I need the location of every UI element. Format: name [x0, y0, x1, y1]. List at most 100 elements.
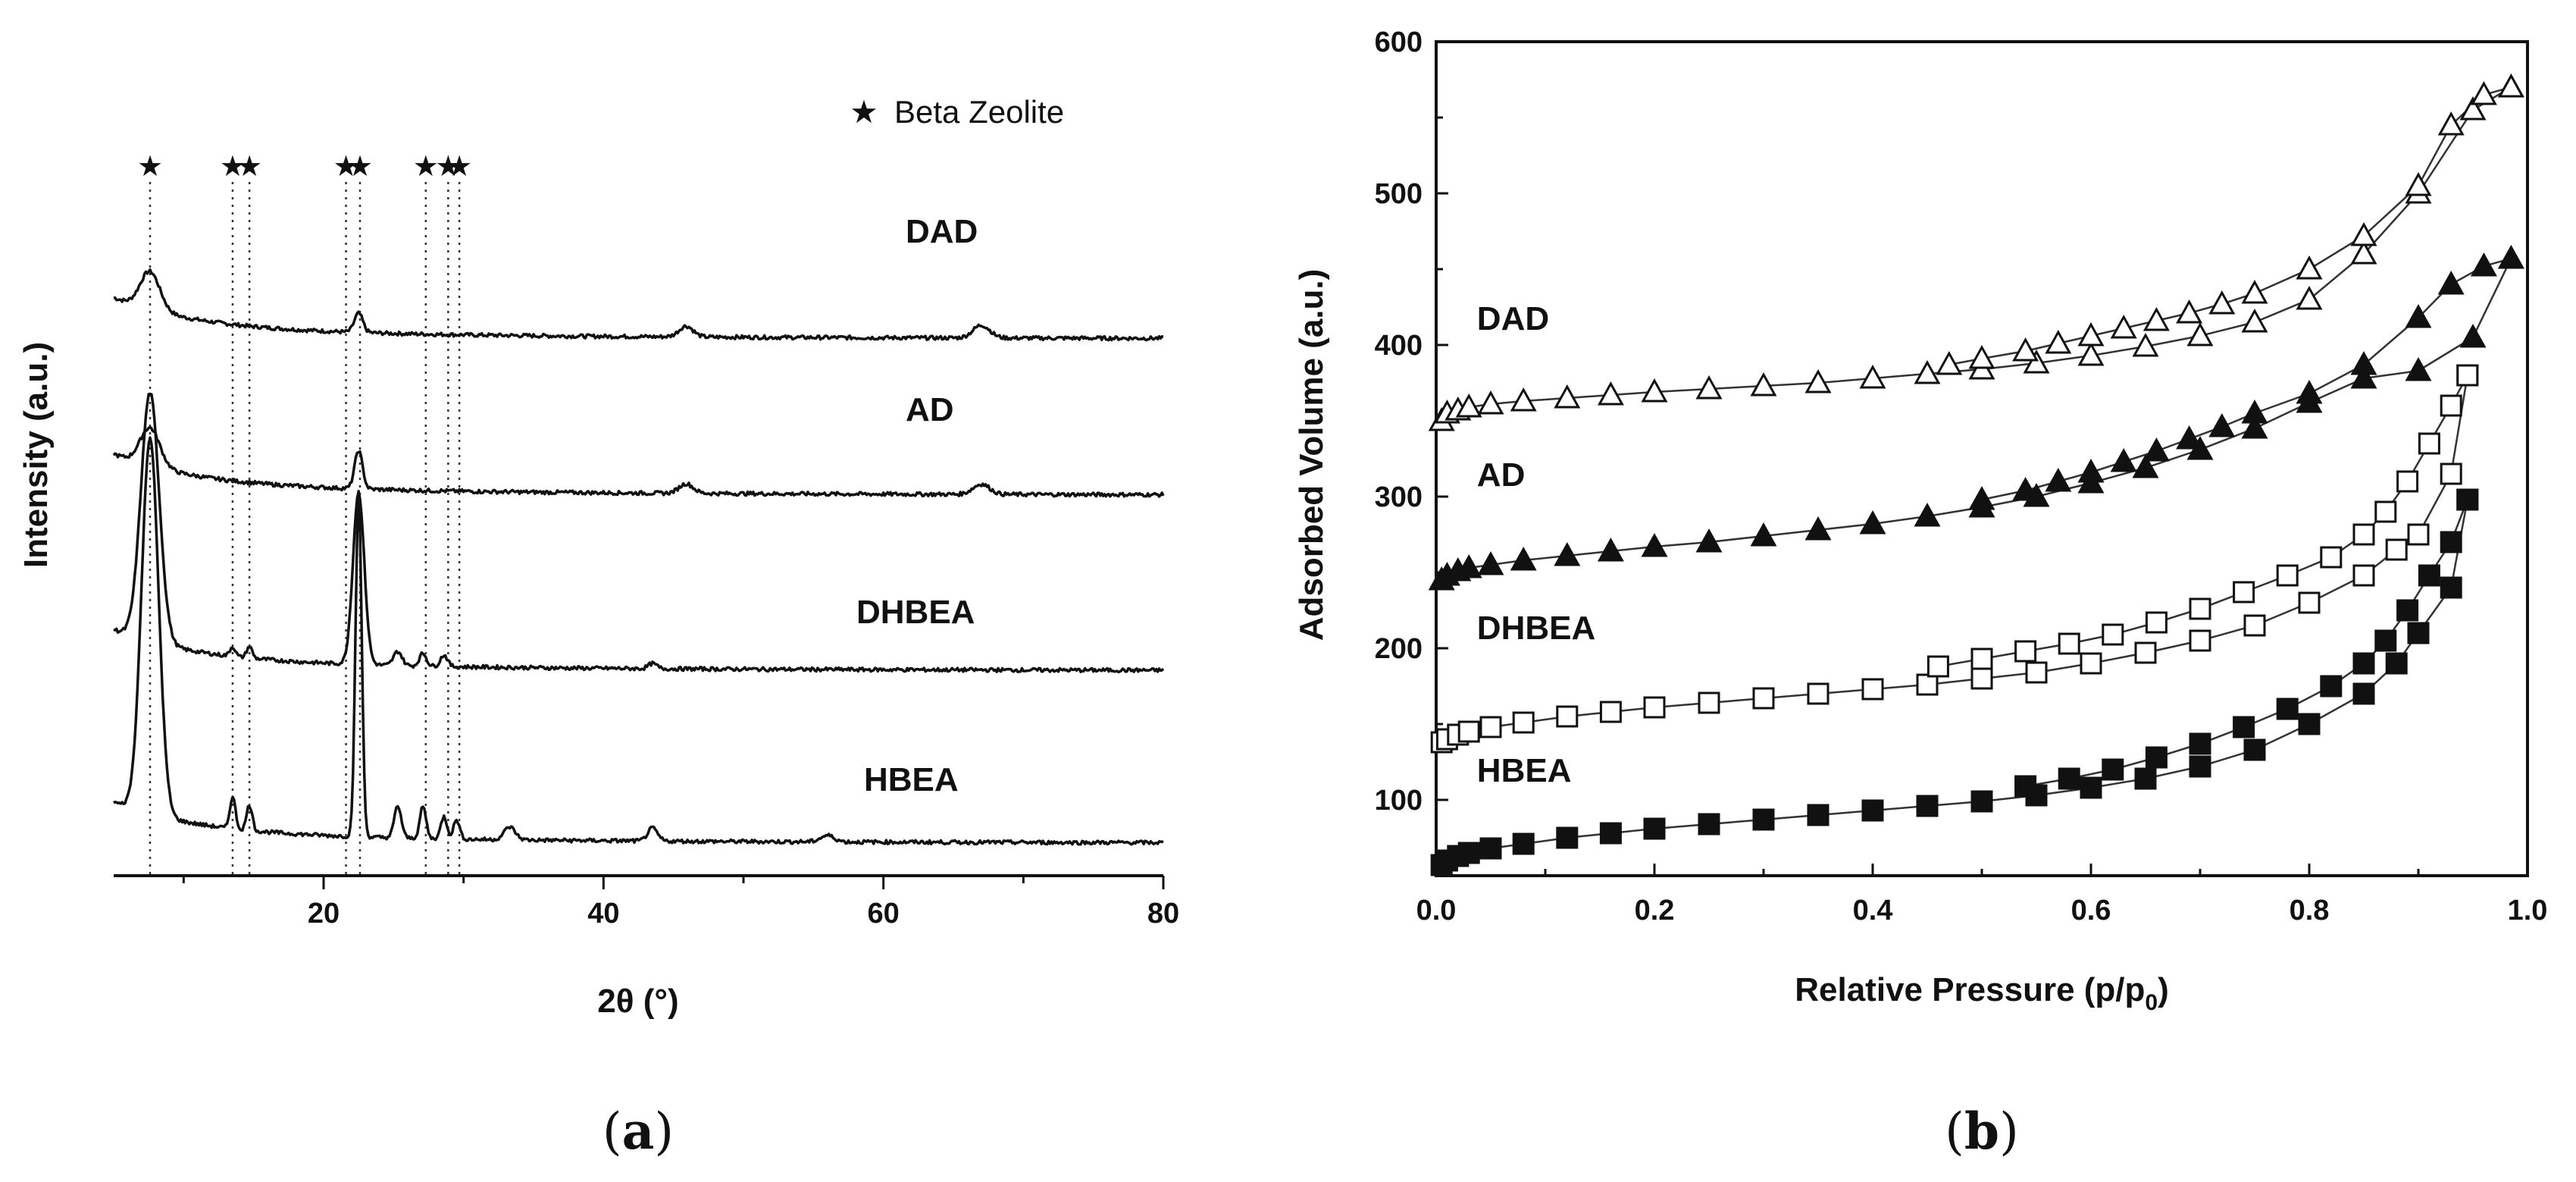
isotherm-point-dhbea-adsorption-7: [1599, 701, 1622, 723]
isotherm-point-hbea-adsorption-10: [1752, 808, 1775, 831]
isotherm-point-dad-adsorption-13: [1914, 359, 1941, 384]
isotherm-point-dad-desorption-1: [2470, 80, 2497, 105]
panel-label-a-open: (: [603, 1102, 622, 1161]
xrd-curves: [112, 268, 1165, 846]
isotherm-point-dad-desorption-11: [2077, 321, 2105, 346]
isotherm-point-dhbea-adsorption-12: [1861, 678, 1884, 701]
isotherm-point-hbea-desorption-2: [2418, 564, 2440, 587]
isotherm-point-hbea-adsorption-20: [2298, 713, 2321, 735]
legend-label-beta-zeolite: Beta Zeolite: [894, 94, 1064, 130]
isotherm-point-hbea-desorption-5: [2352, 652, 2375, 675]
iso-y-tick-label-2: 300: [1375, 481, 1423, 513]
isotherm-point-dad-adsorption-17: [2132, 332, 2159, 357]
isotherm-point-dhbea-adsorption-17: [2134, 641, 2157, 664]
isotherm-line-dhbea-desorption: [1938, 375, 2468, 668]
isotherm-point-hbea-desorption-12: [2058, 767, 2080, 790]
iso-x-tick-label-2: 0.4: [1853, 895, 1893, 926]
isotherm-point-ad-desorption-5: [2296, 379, 2323, 404]
reference-star-5: ★: [413, 151, 439, 183]
isotherm-point-hbea-desorption-13: [2014, 775, 2037, 798]
isotherm-line-ad-adsorption: [1441, 258, 2512, 581]
isotherm-point-dhbea-desorption-4: [2374, 500, 2397, 523]
isotherm-point-dad-desorption-3: [2405, 171, 2432, 196]
isotherm-point-hbea-desorption-3: [2396, 599, 2419, 622]
iso-x-tick-label-1: 0.2: [1635, 895, 1675, 926]
isotherm-point-dad-adsorption-10: [1750, 372, 1777, 397]
xrd-x-ticks: 20 40 60 80: [182, 876, 1179, 930]
isotherm-point-ad-desorption-14: [1968, 485, 1995, 510]
isotherm-point-hbea-desorption-6: [2320, 675, 2343, 698]
isotherm-point-ad-adsorption-8: [1641, 532, 1668, 557]
isotherm-label-ad: AD: [1477, 456, 1526, 494]
isotherm-point-dhbea-desorption-13: [2014, 640, 2037, 663]
isotherm-point-hbea-adsorption-17: [2134, 767, 2157, 790]
xrd-curve-dad: [113, 268, 1164, 342]
reference-star-0: ★: [137, 151, 163, 183]
iso-y-tick-label-1: 200: [1375, 633, 1423, 665]
xrd-curve-dhbea: [113, 392, 1165, 674]
isotherm-point-hbea-adsorption-8: [1643, 817, 1666, 840]
x-title-main: Relative Pressure (p/p: [1795, 971, 2145, 1008]
isotherm-ticks: 0.0 0.2 0.4 0.6 0.8 1.0 100 200 300 400 500 600: [1375, 27, 2548, 926]
isotherm-point-ad-adsorption-3: [1455, 553, 1482, 578]
isotherm-point-dhbea-adsorption-19: [2243, 614, 2266, 637]
isotherm-point-dhbea-desorption-0: [2456, 364, 2479, 387]
isotherm-point-dad-adsorption-16: [2077, 341, 2105, 366]
isotherm-x-axis-title: Relative Pressure (p/p0): [1795, 971, 2169, 1015]
isotherm-point-dad-desorption-13: [2012, 337, 2039, 362]
isotherm-point-ad-adsorption-11: [1804, 516, 1832, 541]
isotherm-point-hbea-adsorption-16: [2080, 776, 2102, 799]
xrd-y-axis-title: Intensity (a.u.): [17, 342, 55, 568]
isotherm-point-hbea-desorption-4: [2374, 629, 2397, 652]
isotherm-point-hbea-adsorption-9: [1698, 813, 1720, 836]
isotherm-point-ad-adsorption-19: [2241, 414, 2268, 439]
iso-y-tick-label-4: 500: [1375, 178, 1423, 210]
isotherm-label-hbea: HBEA: [1477, 752, 1572, 789]
iso-x-tick-label-3: 0.6: [2071, 895, 2111, 926]
isotherm-point-ad-desorption-10: [2110, 447, 2137, 472]
isotherm-point-ad-adsorption-21: [2350, 364, 2377, 389]
isotherm-point-dad-adsorption-4: [1477, 390, 1504, 415]
isotherm-point-dad-adsorption-20: [2296, 285, 2323, 310]
isotherm-point-hbea-desorption-1: [2440, 531, 2462, 553]
xrd-label-dhbea: DHBEA: [856, 594, 975, 631]
iso-x-tick-label-4: 0.8: [2290, 895, 2330, 926]
isotherm-point-dhbea-desorption-2: [2418, 432, 2440, 455]
isotherm-point-dhbea-desorption-10: [2145, 611, 2168, 634]
isotherm-point-dad-desorption-2: [2437, 111, 2465, 136]
isotherm-point-hbea-adsorption-19: [2243, 738, 2266, 761]
isotherm-point-dad-desorption-14: [1968, 344, 1995, 369]
xrd-x-axis-title: 2θ (°): [597, 983, 678, 1020]
isotherm-point-ad-adsorption-12: [1859, 509, 1886, 535]
isotherm-point-hbea-adsorption-7: [1599, 822, 1622, 845]
xrd-label-ad: AD: [906, 391, 954, 428]
isotherm-point-dad-adsorption-11: [1804, 368, 1832, 393]
xrd-series-labels: DAD AD DHBEA HBEA: [856, 213, 978, 798]
xrd-x-tick-label-2: 60: [868, 898, 900, 930]
isotherm-y-axis-title: Adsorbed Volume (a.u.): [1293, 269, 1330, 641]
isotherm-markers: [1428, 73, 2524, 876]
isotherm-point-dad-desorption-6: [2241, 279, 2268, 304]
xrd-curve-hbea: [112, 436, 1164, 846]
isotherm-point-hbea-desorption-7: [2276, 698, 2299, 720]
isotherm-point-hbea-adsorption-11: [1807, 804, 1829, 826]
isotherm-point-dhbea-adsorption-14: [1970, 667, 1993, 690]
isotherm-point-ad-desorption-2: [2437, 270, 2465, 295]
xrd-panel: ★ ★★ ★★ ★★★ 20 40 60 80 Intensity (a.u.) 2θ (°…: [17, 94, 1179, 1161]
reference-star-1: ★: [220, 151, 246, 183]
isotherm-point-dhbea-adsorption-11: [1807, 682, 1829, 705]
panel-label-b-close: ): [1999, 1102, 2019, 1161]
isotherm-point-hbea-adsorption-12: [1861, 799, 1884, 822]
isotherm-point-hbea-adsorption-21: [2352, 682, 2375, 705]
isotherm-label-dad: DAD: [1477, 300, 1549, 337]
isotherm-point-dad-adsorption-21: [2350, 240, 2377, 265]
isotherm-point-dhbea-adsorption-13: [1916, 673, 1939, 696]
isotherm-point-ad-desorption-13: [2012, 476, 2039, 501]
isotherm-point-dhbea-adsorption-24: [2440, 462, 2462, 485]
isotherm-point-dhbea-desorption-9: [2189, 597, 2211, 620]
isotherm-point-ad-adsorption-5: [1510, 546, 1537, 571]
isotherm-series-labels: DAD AD DHBEA HBEA: [1477, 300, 1595, 789]
isotherm-point-dad-desorption-4: [2350, 221, 2377, 246]
isotherm-point-dad-adsorption-23: [2459, 96, 2487, 121]
